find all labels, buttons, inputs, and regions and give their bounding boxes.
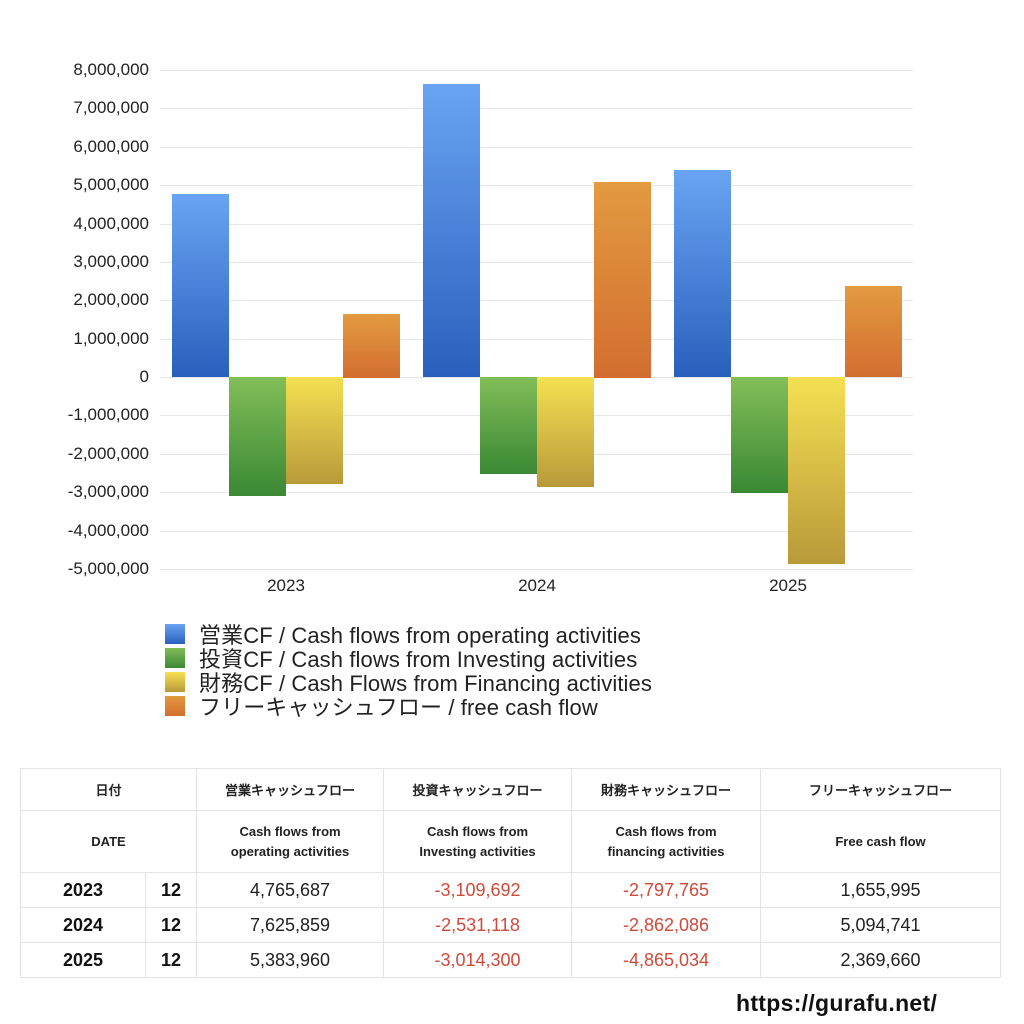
header-financing-en-line2: financing activities [607,843,725,859]
legend-item: 投資CF / Cash flows from Investing activit… [165,646,652,672]
y-axis-tick-label: 0 [139,367,149,386]
bar-2025-series-0 [674,170,731,377]
bar-2025-series-1 [731,377,788,493]
legend-swatch-icon [165,624,185,644]
legend-item: フリーキャッシュフロー / free cash flow [165,694,652,720]
y-axis-tick-label: -4,000,000 [67,521,149,540]
row-year: 2024 [20,907,146,943]
table-row: 2023 12 4,765,687 -3,109,692 -2,797,765 … [20,872,1002,908]
gridline [160,531,913,532]
bar-2023-series-0 [172,194,229,377]
y-axis-tick-label: 1,000,000 [73,329,149,348]
y-axis-tick-label: 4,000,000 [73,214,149,233]
y-axis-tick-label: 5,000,000 [73,175,149,194]
bar-2023-series-3 [343,314,400,378]
legend-item: 営業CF / Cash flows from operating activit… [165,622,652,648]
row-financing: -2,862,086 [571,907,762,943]
header-financing-en-line1: Cash flows from [615,823,717,839]
y-axis-tick-label: 3,000,000 [73,252,149,271]
header-date-en: DATE [19,810,198,873]
legend-label: フリーキャッシュフロー / free cash flow [199,695,598,720]
header-investing-ja: 投資キャッシュフロー [383,768,573,811]
row-year: 2023 [20,872,146,908]
header-free-en: Free cash flow [760,810,1002,873]
header-operating-en: Cash flows from operating activities [196,810,385,873]
row-operating: 4,765,687 [196,872,385,908]
row-financing: -4,865,034 [571,942,762,978]
chart-legend: 営業CF / Cash flows from operating activit… [165,622,652,720]
header-operating-en-line1: Cash flows from [239,823,341,839]
row-operating: 7,625,859 [196,907,385,943]
row-investing: -3,014,300 [383,942,573,978]
x-axis-label: 2023 [267,576,305,595]
bar-2024-series-3 [594,182,651,378]
y-axis-tick-label: -1,000,000 [67,405,149,424]
table-row: 2024 12 7,625,859 -2,531,118 -2,862,086 … [20,907,1002,943]
gridline [160,70,913,71]
row-free: 5,094,741 [760,907,1002,943]
bar-2024-series-0 [423,84,480,377]
bar-2025-series-3 [845,286,902,377]
gridline [160,569,913,570]
bar-2024-series-2 [537,377,594,487]
row-year: 2025 [20,942,146,978]
row-month: 12 [144,942,198,978]
row-month: 12 [144,907,198,943]
gridline [160,108,913,109]
header-investing-en: Cash flows from Investing activities [383,810,573,873]
gridline [160,300,913,301]
cash-flow-bar-chart: 8,000,000 7,000,000 6,000,000 5,000,000 4,00… [67,60,913,595]
header-investing-en-line2: Investing activities [419,843,536,859]
row-free: 2,369,660 [760,942,1002,978]
header-operating-en-line2: operating activities [230,843,350,859]
gridline [160,224,913,225]
legend-label: 営業CF / Cash flows from operating activit… [199,623,641,648]
bar-2023-series-1 [229,377,286,496]
bar-2025-series-2 [788,377,845,564]
gridline [160,262,913,263]
y-axis-tick-label: 6,000,000 [73,137,149,156]
row-investing: -3,109,692 [383,872,573,908]
gridline [160,492,913,493]
y-axis-tick-label: -2,000,000 [67,444,149,463]
legend-swatch-icon [165,672,185,692]
gridline [160,147,913,148]
header-operating-ja: 営業キャッシュフロー [196,768,385,811]
y-axis-tick-label: -5,000,000 [67,559,149,578]
row-operating: 5,383,960 [196,942,385,978]
table-header-en: DATE Cash flows from operating activities… [19,810,1002,873]
x-axis-label: 2024 [518,576,556,595]
header-date-ja: 日付 [19,768,198,811]
y-axis-tick-label: -3,000,000 [67,482,149,501]
y-axis-tick-label: 7,000,000 [73,98,149,117]
legend-label: 財務CF / Cash Flows from Financing activit… [199,671,652,696]
header-financing-ja: 財務キャッシュフロー [571,768,762,811]
y-axis-tick-label: 2,000,000 [73,290,149,309]
row-free: 1,655,995 [760,872,1002,908]
bar-2024-series-1 [480,377,537,474]
x-axis-label: 2025 [769,576,807,595]
bar-2023-series-2 [286,377,343,484]
cash-flow-table: 日付 営業キャッシュフロー 投資キャッシュフロー 財務キャッシュフロー フリーキ… [19,768,1002,978]
site-url-link[interactable]: https://gurafu.net/ [736,990,938,1016]
header-free-ja: フリーキャッシュフロー [760,768,1002,811]
legend-label: 投資CF / Cash flows from Investing activit… [199,647,638,672]
gridline [160,339,913,340]
row-investing: -2,531,118 [383,907,573,943]
legend-swatch-icon [165,648,185,668]
table-header-ja: 日付 営業キャッシュフロー 投資キャッシュフロー 財務キャッシュフロー フリーキ… [19,768,1002,811]
y-axis-tick-label: 8,000,000 [73,60,149,79]
row-month: 12 [144,872,198,908]
legend-swatch-icon [165,696,185,716]
table-row: 2025 12 5,383,960 -3,014,300 -4,865,034 … [20,942,1002,978]
gridline [160,185,913,186]
legend-item: 財務CF / Cash Flows from Financing activit… [165,670,652,696]
row-financing: -2,797,765 [571,872,762,908]
header-investing-en-line1: Cash flows from [426,823,529,839]
header-financing-en: Cash flows from financing activities [571,810,762,873]
